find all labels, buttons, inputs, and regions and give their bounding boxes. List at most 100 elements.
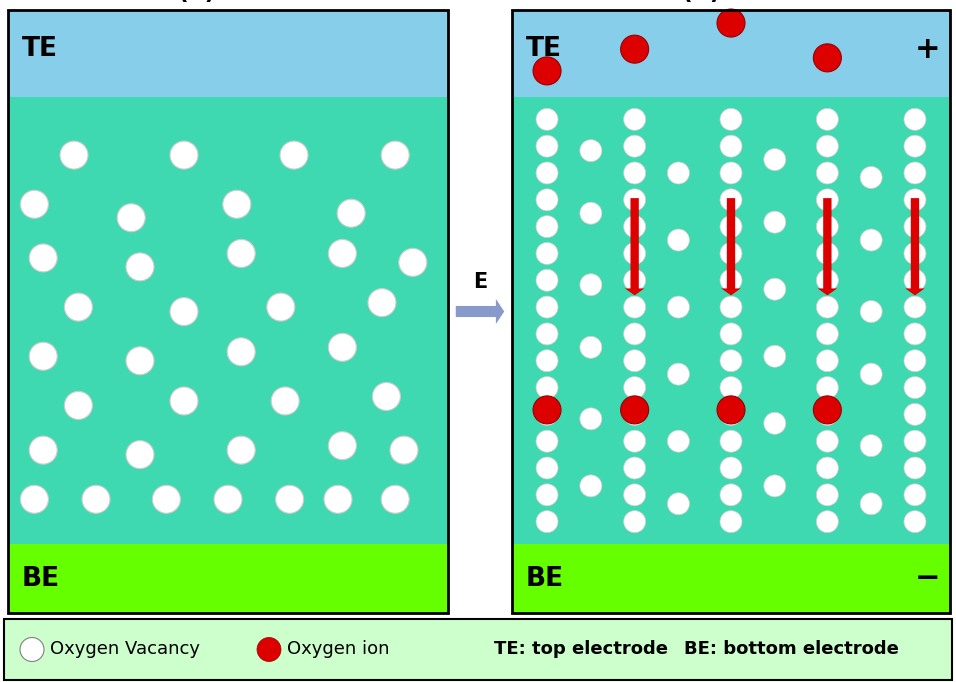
Circle shape (118, 204, 145, 232)
Circle shape (533, 396, 561, 424)
Circle shape (816, 430, 838, 452)
Text: −: − (915, 564, 940, 593)
Circle shape (20, 190, 49, 218)
Circle shape (720, 269, 742, 291)
Bar (8, 544, 448, 613)
Circle shape (280, 141, 308, 169)
Circle shape (623, 296, 645, 318)
Circle shape (860, 301, 882, 323)
Circle shape (536, 350, 558, 372)
Circle shape (20, 638, 44, 662)
Circle shape (904, 296, 926, 318)
Circle shape (533, 57, 561, 85)
Circle shape (860, 166, 882, 188)
Circle shape (623, 189, 645, 211)
Circle shape (904, 242, 926, 265)
Circle shape (580, 475, 602, 497)
Circle shape (667, 363, 689, 385)
Circle shape (126, 441, 154, 469)
Bar (8, 10, 448, 613)
Circle shape (667, 296, 689, 318)
Circle shape (764, 413, 786, 434)
Circle shape (623, 269, 645, 291)
Circle shape (623, 350, 645, 372)
Bar (512, 544, 950, 613)
Circle shape (536, 162, 558, 184)
Circle shape (272, 387, 299, 415)
Circle shape (381, 141, 409, 169)
Circle shape (64, 391, 93, 419)
Circle shape (580, 203, 602, 224)
Circle shape (536, 430, 558, 452)
Circle shape (373, 383, 401, 411)
Circle shape (816, 242, 838, 265)
Circle shape (214, 486, 242, 514)
Circle shape (764, 475, 786, 497)
Circle shape (720, 189, 742, 211)
Text: Oxygen ion: Oxygen ion (287, 640, 389, 659)
Circle shape (816, 323, 838, 345)
Circle shape (904, 189, 926, 211)
Circle shape (580, 336, 602, 358)
Circle shape (720, 484, 742, 506)
Circle shape (814, 396, 841, 424)
Circle shape (623, 376, 645, 398)
Circle shape (816, 403, 838, 426)
Circle shape (399, 248, 426, 276)
Circle shape (536, 269, 558, 291)
Circle shape (390, 436, 418, 464)
Circle shape (170, 387, 198, 415)
Circle shape (904, 430, 926, 452)
Circle shape (720, 403, 742, 426)
Circle shape (536, 189, 558, 211)
Circle shape (904, 108, 926, 130)
Circle shape (580, 408, 602, 430)
Circle shape (904, 135, 926, 157)
Circle shape (720, 376, 742, 398)
Circle shape (536, 457, 558, 479)
Circle shape (536, 242, 558, 265)
Circle shape (814, 44, 841, 72)
Circle shape (623, 457, 645, 479)
Circle shape (623, 216, 645, 237)
Circle shape (816, 216, 838, 237)
Circle shape (720, 430, 742, 452)
Circle shape (623, 511, 645, 533)
Circle shape (152, 486, 181, 514)
Circle shape (275, 486, 304, 514)
Text: BE: bottom electrode: BE: bottom electrode (684, 640, 899, 659)
Circle shape (904, 484, 926, 506)
Circle shape (620, 396, 648, 424)
Circle shape (223, 190, 250, 218)
Bar (8, 97, 448, 544)
Circle shape (816, 376, 838, 398)
Bar (8, 10, 448, 97)
Circle shape (257, 638, 281, 662)
Circle shape (337, 199, 365, 227)
Circle shape (764, 211, 786, 233)
Circle shape (720, 511, 742, 533)
Circle shape (720, 296, 742, 318)
Circle shape (381, 486, 409, 514)
Circle shape (816, 350, 838, 372)
Circle shape (580, 273, 602, 296)
Circle shape (620, 35, 648, 63)
Circle shape (536, 511, 558, 533)
Text: (b) LRS: (b) LRS (683, 0, 779, 4)
Circle shape (816, 296, 838, 318)
Circle shape (536, 403, 558, 426)
Text: Oxygen Vacancy: Oxygen Vacancy (50, 640, 200, 659)
Circle shape (580, 140, 602, 162)
Circle shape (720, 323, 742, 345)
Circle shape (228, 239, 255, 267)
Circle shape (228, 338, 255, 366)
Circle shape (720, 162, 742, 184)
Circle shape (720, 216, 742, 237)
Circle shape (860, 229, 882, 251)
Circle shape (536, 296, 558, 318)
Circle shape (82, 486, 110, 514)
Circle shape (904, 216, 926, 237)
Circle shape (20, 486, 49, 514)
Circle shape (904, 269, 926, 291)
Circle shape (170, 141, 198, 169)
